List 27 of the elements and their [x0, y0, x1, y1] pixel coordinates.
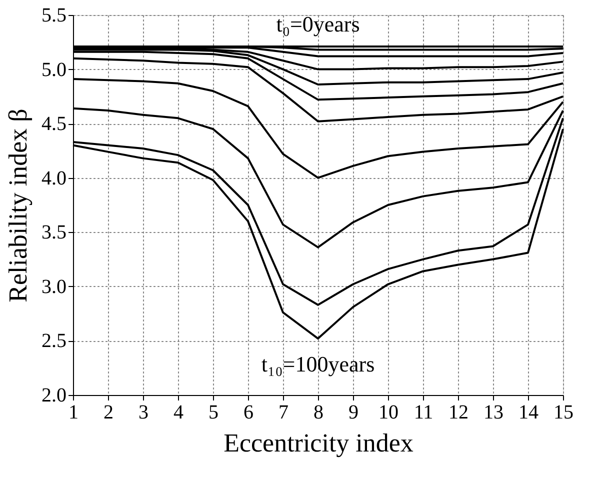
y-tick-label: 3.5: [42, 222, 66, 244]
x-axis-title: Eccentricity index: [224, 428, 414, 458]
y-tick-label: 2.0: [42, 384, 66, 406]
x-tick-label: 5: [208, 402, 218, 424]
x-tick-label: 2: [104, 402, 114, 424]
x-tick-label: 4: [174, 402, 184, 424]
x-tick-label: 12: [448, 402, 468, 424]
x-tick-label: 14: [518, 402, 538, 424]
x-tick-label: 3: [138, 402, 148, 424]
x-tick-label: 13: [484, 402, 504, 424]
x-tick-label: 9: [348, 402, 358, 424]
x-tick-label: 8: [314, 402, 324, 424]
x-tick-label: 10: [378, 402, 398, 424]
y-axis-title: Reliability index β: [4, 108, 32, 302]
x-tick-label: 11: [414, 402, 434, 424]
x-tick-label: 7: [278, 402, 288, 424]
x-tick-label: 1: [68, 402, 78, 424]
y-tick-label: 4.5: [42, 113, 66, 136]
y-tick-label: 3.0: [42, 276, 66, 298]
x-tick-label: 15: [554, 402, 574, 424]
y-tick-label: 4.0: [42, 167, 66, 190]
x-tick-label: 6: [244, 402, 254, 424]
annotation: t₁₀=100years: [261, 352, 375, 377]
y-tick-label: 5.5: [42, 4, 66, 26]
y-tick-label: 2.5: [42, 330, 66, 352]
annotation: t₀=0years: [276, 11, 360, 36]
y-tick-label: 5.0: [42, 58, 66, 81]
